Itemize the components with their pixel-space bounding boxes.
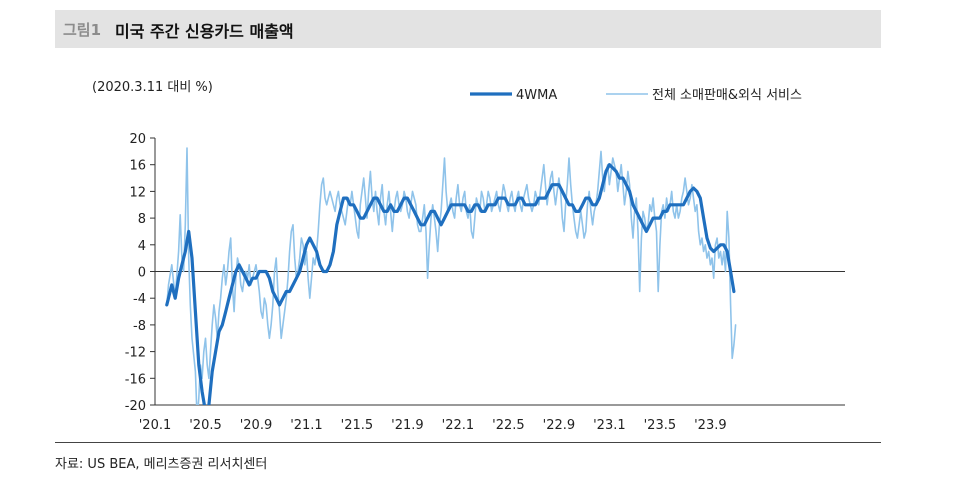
legend-label: 4WMA bbox=[516, 88, 557, 103]
x-tick-label: '22.5 bbox=[492, 418, 525, 433]
x-tick-label: '20.1 bbox=[139, 418, 172, 433]
x-tick-label: '23.1 bbox=[593, 418, 626, 433]
title-bar: 그림1 미국 주간 신용카드 매출액 bbox=[55, 10, 881, 48]
x-tick-labels: '20.1 '20.5 '20.9 '21.1 '21.5 '21.9 '22.1 '22.5… bbox=[139, 418, 727, 433]
legend-item-4wma: 4WMA bbox=[470, 88, 557, 103]
series-line-total bbox=[166, 147, 737, 405]
y-tick-label: 8 bbox=[138, 212, 146, 227]
x-tick-label: '21.9 bbox=[391, 418, 424, 433]
y-tick-label: 20 bbox=[129, 132, 146, 147]
legend-label: 전체 소매판매&외식 서비스 bbox=[652, 88, 802, 103]
y-tick-label: 12 bbox=[129, 185, 146, 200]
x-tick-label: '22.9 bbox=[543, 418, 576, 433]
chart-title: 미국 주간 신용카드 매출액 bbox=[115, 22, 294, 41]
y-tick-label: 4 bbox=[138, 239, 146, 254]
source-note: 자료: US BEA, 메리츠증권 리서치센터 bbox=[55, 457, 268, 472]
x-tick-label: '22.1 bbox=[442, 418, 475, 433]
series-line-4wma bbox=[165, 163, 736, 405]
y-tick-label: 0 bbox=[138, 266, 146, 281]
figure-label: 그림1 bbox=[63, 21, 102, 39]
y-tick-labels: 20 16 12 8 4 0 -4 -8 -12 -16 -20 bbox=[125, 132, 146, 414]
y-tick-label: -8 bbox=[133, 319, 146, 334]
series-lines bbox=[165, 147, 737, 405]
x-tick-label: '20.9 bbox=[240, 418, 273, 433]
x-tick-label: '20.5 bbox=[189, 418, 222, 433]
y-tick-label: -12 bbox=[125, 346, 146, 361]
y-tick-label: -4 bbox=[133, 292, 146, 307]
legend-item-total: 전체 소매판매&외식 서비스 bbox=[606, 88, 802, 103]
x-tick-label: '23.9 bbox=[694, 418, 727, 433]
x-tick-label: '21.5 bbox=[341, 418, 374, 433]
y-tick-label: 16 bbox=[129, 159, 146, 174]
y-tick-label: -16 bbox=[125, 372, 146, 387]
x-tick-label: '23.5 bbox=[644, 418, 677, 433]
legend: 4WMA 전체 소매판매&외식 서비스 bbox=[470, 88, 802, 103]
y-tick-label: -20 bbox=[125, 399, 146, 414]
x-tick-label: '21.1 bbox=[290, 418, 323, 433]
y-axis-unit-label: (2020.3.11 대비 %) bbox=[92, 80, 213, 95]
source-divider bbox=[55, 442, 881, 443]
